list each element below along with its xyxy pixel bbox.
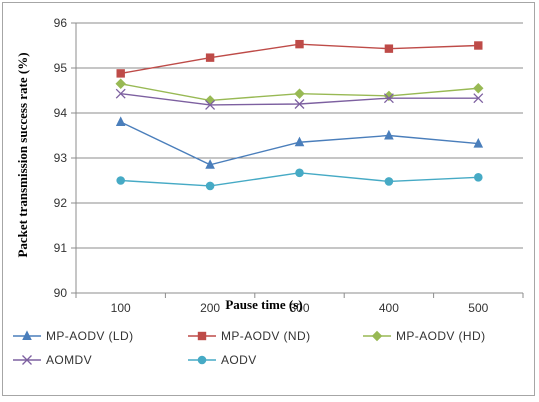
data-point [294,88,305,99]
series-group [115,39,484,191]
data-point [205,53,215,62]
series-5 [116,168,483,191]
data-point [295,39,304,49]
data-point [204,95,216,106]
y-tick-label: 93 [54,151,68,165]
legend-marker [371,330,383,342]
y-tick-label: 92 [54,196,68,210]
legend-label: AODV [221,353,257,367]
legend-label: MP-AODV (LD) [46,329,133,343]
y-axis-title: Packet transmission success rate (%) [15,52,30,257]
data-point [116,176,125,185]
chart-frame: 90 91 92 93 94 95 96 100 200 300 400 500 Pause tim… [2,2,535,396]
data-point [205,99,216,110]
data-point [116,69,125,78]
y-tick-label: 95 [54,61,68,75]
x-tick-label: 200 [200,301,220,315]
data-point [474,41,483,50]
gridlines [76,22,523,249]
x-axis-title: Pause time (s) [225,297,302,312]
data-point [473,137,484,148]
series-1 [115,116,484,169]
legend-marker [22,355,32,365]
data-point [295,168,304,178]
y-tick-label: 90 [54,286,68,300]
legend-marker [197,355,207,365]
y-tick-labels: 90 91 92 93 94 95 96 [54,16,68,300]
series-line [120,43,479,75]
legend-item: AODV [188,353,257,367]
x-tick-labels: 100 200 300 400 500 [111,301,489,315]
data-point [473,93,484,104]
series-3 [115,78,484,106]
legend-item: MP-AODV (HD) [363,329,485,343]
data-point [473,83,484,94]
axes [71,22,524,298]
legend-marker [22,330,32,340]
y-tick-label: 91 [54,241,68,255]
data-point [384,44,394,53]
legend: MP-AODV (LD) MP-AODV (ND) MP-AODV (HD) AOMD… [13,329,485,367]
data-point [115,116,126,126]
legend-label: AOMDV [46,353,92,367]
data-point [383,93,394,104]
data-point [205,159,215,169]
legend-label: MP-AODV (ND) [221,329,310,343]
data-point [474,173,483,182]
legend-item: MP-AODV (LD) [13,329,133,343]
data-point [384,177,394,186]
data-point [384,129,394,140]
series-4 [115,88,484,110]
data-point [115,88,126,99]
data-point [294,136,305,147]
line-chart: 90 91 92 93 94 95 96 100 200 300 400 500 Pause tim… [13,16,524,367]
legend-item: AOMDV [13,353,92,367]
data-point [294,99,305,109]
x-tick-label: 400 [379,301,399,315]
x-tick-label: 500 [468,301,488,315]
x-tick-label: 100 [111,301,131,315]
series-2 [116,39,483,78]
y-tick-label: 94 [54,106,68,120]
legend-item: MP-AODV (ND) [188,329,310,343]
data-point [115,78,126,89]
legend-label: MP-AODV (HD) [396,329,485,343]
legend-marker [197,331,207,341]
y-tick-label: 96 [54,16,68,30]
data-point [205,181,215,191]
x-tick-label: 300 [289,301,309,315]
